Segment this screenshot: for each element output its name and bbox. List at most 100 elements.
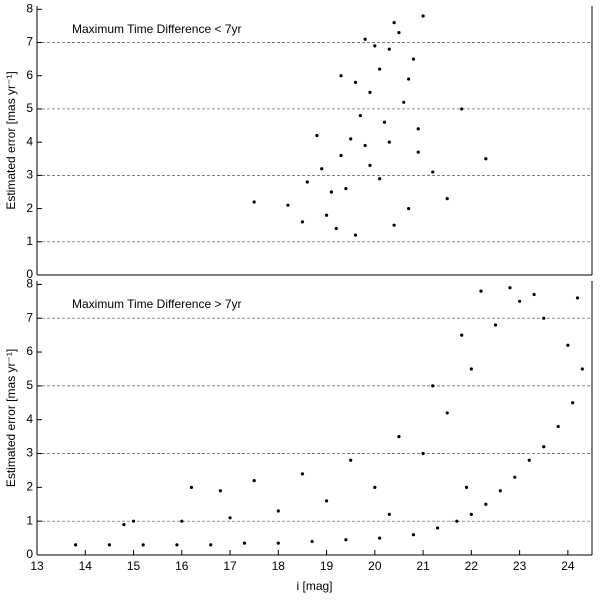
x-axis-label: i [mag]: [296, 579, 332, 593]
point: [107, 543, 111, 547]
point: [421, 451, 425, 456]
y-tick-label: 1: [26, 234, 33, 248]
y-tick-label: 4: [26, 134, 33, 148]
y-tick-label: 0: [26, 267, 33, 281]
y-tick-label: 7: [26, 35, 33, 49]
point: [329, 190, 333, 194]
point: [431, 170, 435, 174]
point: [498, 489, 502, 493]
point: [460, 333, 464, 337]
point: [513, 475, 517, 479]
point: [532, 292, 536, 297]
annotation: Maximum Time Difference < 7yr: [72, 22, 242, 36]
point: [349, 137, 353, 141]
point: [556, 424, 560, 429]
point: [469, 367, 473, 371]
point: [542, 316, 546, 320]
point: [368, 163, 372, 168]
point: [382, 120, 387, 124]
point: [180, 519, 184, 523]
y-axis-label: Estimated error [mas yr⁻¹]: [4, 349, 18, 487]
point: [575, 296, 580, 300]
point: [286, 203, 290, 207]
point: [305, 180, 309, 184]
point: [349, 458, 353, 462]
y-tick-label: 6: [26, 68, 33, 82]
point: [358, 113, 362, 118]
x-tick-label: 19: [320, 559, 334, 573]
point: [74, 543, 78, 547]
point: [344, 187, 348, 191]
point: [387, 512, 391, 517]
y-tick-label: 2: [26, 201, 33, 215]
point: [378, 177, 382, 181]
point: [493, 323, 498, 327]
point: [407, 77, 411, 81]
point: [252, 478, 256, 483]
point: [324, 499, 329, 503]
point: [339, 74, 343, 78]
point: [464, 485, 469, 489]
point: [189, 485, 194, 489]
point: [276, 509, 280, 513]
y-tick-label: 3: [26, 168, 33, 182]
point: [411, 57, 416, 61]
x-tick-label: 15: [127, 559, 141, 573]
point: [339, 153, 343, 158]
annotation: Maximum Time Difference > 7yr: [72, 297, 242, 311]
point: [131, 519, 136, 523]
point: [242, 541, 247, 545]
point: [378, 536, 382, 540]
point: [445, 197, 449, 201]
point: [571, 401, 575, 405]
point: [397, 435, 401, 439]
point: [334, 226, 338, 231]
point: [407, 206, 411, 211]
x-tick-label: 16: [175, 559, 189, 573]
y-tick-label: 2: [26, 480, 33, 494]
point: [276, 541, 280, 545]
x-tick-label: 24: [561, 559, 575, 573]
point: [431, 384, 435, 388]
y-tick-label: 0: [26, 547, 33, 561]
point: [580, 367, 584, 371]
x-tick-label: 13: [30, 559, 44, 573]
point: [460, 107, 464, 111]
point: [392, 21, 396, 25]
point: [445, 411, 449, 415]
point: [175, 543, 179, 547]
point: [300, 220, 305, 224]
x-tick-label: 23: [513, 559, 527, 573]
point: [387, 140, 391, 144]
point: [527, 458, 531, 462]
point: [373, 485, 377, 489]
y-tick-label: 5: [26, 101, 33, 115]
point: [315, 133, 319, 138]
point: [508, 286, 512, 290]
y-tick-label: 5: [26, 378, 33, 392]
point: [416, 150, 420, 154]
point: [435, 526, 440, 530]
point: [368, 90, 372, 94]
point: [484, 502, 488, 506]
point: [479, 289, 483, 293]
point: [421, 14, 425, 18]
y-tick-label: 1: [26, 513, 33, 527]
point: [542, 445, 546, 449]
point: [392, 223, 396, 227]
point: [397, 30, 401, 35]
point: [218, 489, 222, 493]
point: [320, 167, 324, 171]
point: [402, 100, 406, 104]
point: [300, 472, 305, 476]
y-axis-label: Estimated error [mas yr⁻¹]: [4, 71, 18, 209]
x-tick-label: 14: [79, 559, 93, 573]
point: [373, 44, 377, 48]
point: [455, 519, 459, 523]
y-tick-label: 3: [26, 446, 33, 460]
point: [484, 157, 488, 161]
point: [566, 343, 570, 347]
point: [469, 512, 473, 517]
point: [209, 543, 213, 547]
